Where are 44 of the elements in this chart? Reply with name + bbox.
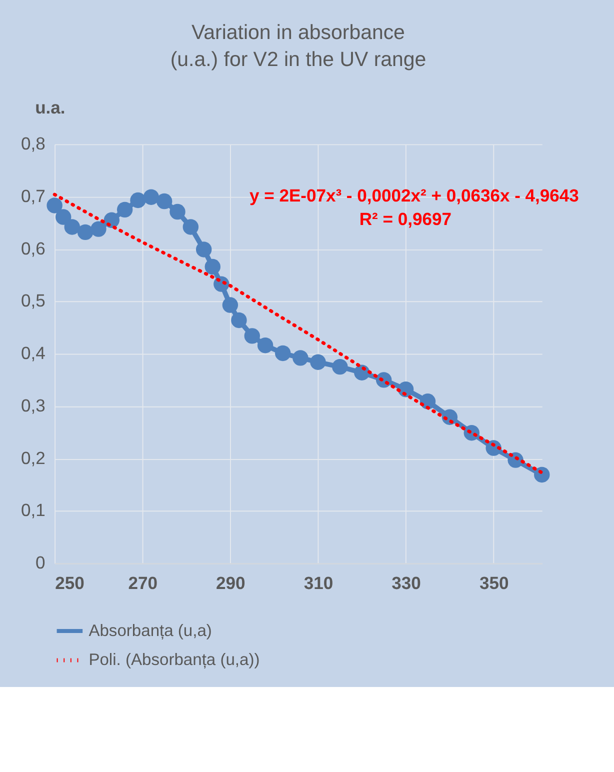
point bbox=[257, 338, 274, 354]
point bbox=[143, 189, 160, 205]
x-tick-label: 250 bbox=[55, 573, 85, 594]
point bbox=[77, 224, 94, 240]
point bbox=[204, 258, 220, 275]
point bbox=[244, 328, 260, 344]
x-tick-label: 270 bbox=[128, 573, 158, 594]
x-tick-label: 310 bbox=[304, 573, 334, 594]
x-tick-label: 330 bbox=[392, 573, 422, 594]
point bbox=[56, 209, 72, 225]
y-tick-label: 0,6 bbox=[20, 238, 46, 258]
point bbox=[104, 212, 120, 228]
point bbox=[196, 242, 212, 258]
point bbox=[231, 312, 247, 328]
y-tick-label: 0,3 bbox=[20, 395, 46, 416]
point bbox=[64, 219, 80, 235]
y-tick-label: 0,1 bbox=[20, 500, 46, 520]
point bbox=[182, 219, 199, 235]
x-tick-label: 290 bbox=[216, 573, 246, 594]
point bbox=[534, 466, 550, 483]
annotation: R² = 0,9697 bbox=[359, 208, 452, 229]
point bbox=[90, 221, 106, 237]
point bbox=[292, 350, 308, 366]
y-tick-label: 0,5 bbox=[20, 290, 46, 311]
legend-label: Absorbanța (u,a) bbox=[88, 620, 212, 640]
point bbox=[222, 297, 238, 313]
point bbox=[116, 202, 133, 218]
legend-label: Poli. (Absorbanța (u,a)) bbox=[88, 650, 260, 670]
point bbox=[46, 198, 62, 214]
x-tick-label: 350 bbox=[479, 573, 509, 594]
chart-title: Variation in absorbance (u.a.) for V2 in the UV range bbox=[170, 20, 426, 72]
annotation: y = 2E-07x³ - 0,0002x² + 0,0636x - 4,9643 bbox=[249, 185, 580, 206]
y-tick-label: 0,7 bbox=[20, 186, 46, 206]
point bbox=[170, 204, 186, 220]
point bbox=[332, 358, 348, 375]
point bbox=[156, 193, 172, 210]
y-tick-label: 0,4 bbox=[20, 343, 46, 364]
point bbox=[275, 345, 291, 362]
y-tick-label: 0,8 bbox=[20, 134, 46, 154]
point bbox=[130, 192, 146, 208]
y-tick-label: 0 bbox=[36, 552, 46, 573]
y-tick-label: 0,2 bbox=[20, 448, 46, 468]
y-axis-title: u.a. bbox=[35, 97, 66, 118]
point bbox=[310, 354, 326, 370]
